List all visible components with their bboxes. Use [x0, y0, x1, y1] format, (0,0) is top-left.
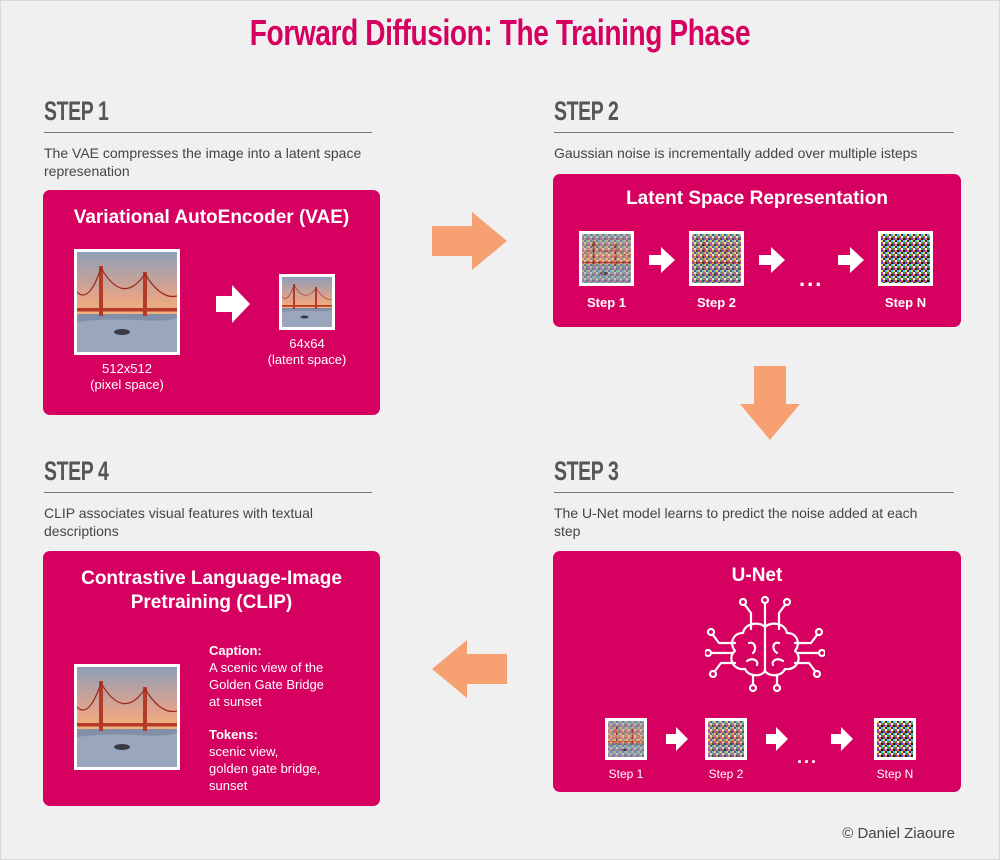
clip-card-title: Contrastive Language-Image Pretraining (… — [81, 568, 342, 613]
step3-rule — [554, 492, 954, 493]
right-arrow-icon — [432, 212, 507, 270]
step3-description: The U-Net model learns to predict the no… — [554, 505, 918, 539]
latent-space-label: 64x64 (latent space) — [259, 336, 355, 368]
pixel-space-caption: (pixel space) — [90, 377, 164, 392]
frame-label-step2: Step 2 — [696, 295, 736, 310]
frame-label-step1: Step 1 — [586, 295, 626, 310]
ellipsis: ... — [797, 747, 819, 767]
right-arrow-icon — [649, 247, 675, 273]
right-arrow-icon — [766, 727, 788, 751]
step4-heading: STEP 4 — [44, 456, 109, 486]
step1-rule — [44, 132, 372, 133]
latent-card: Latent Space Representation Step 1 Step … — [553, 174, 961, 327]
step1-description: The VAE compresses the image into a late… — [44, 145, 362, 179]
unet-frame-step1 — [605, 718, 647, 760]
latent-size-label: 64x64 — [289, 336, 325, 351]
brain-circuit-icon — [705, 595, 825, 693]
caption-line: at sunset — [209, 694, 262, 709]
down-arrow-icon — [740, 366, 800, 440]
token-line: golden gate bridge, — [209, 761, 321, 776]
unet-card-title: U-Net — [731, 565, 783, 586]
step3-heading: STEP 3 — [554, 456, 619, 486]
unet-label-step1: Step 1 — [608, 767, 644, 781]
latent-card-title: Latent Space Representation — [626, 188, 888, 209]
token-line: sunset — [209, 778, 248, 793]
tokens-heading: Tokens: — [209, 727, 258, 742]
pixel-space-label: 512x512 (pixel space) — [74, 361, 180, 393]
page-title: Forward Diffusion: The Training Phase — [249, 12, 751, 53]
step2-rule — [554, 132, 954, 133]
pixel-size-label: 512x512 — [102, 361, 152, 376]
noise-frame-step1 — [579, 231, 634, 286]
noise-frame-stepN — [878, 231, 933, 286]
right-arrow-icon — [831, 727, 853, 751]
step2-description: Gaussian noise is incrementally added ov… — [554, 145, 918, 161]
latent-space-image — [279, 274, 335, 330]
token-line: scenic view, — [209, 744, 279, 759]
latent-space-caption: (latent space) — [267, 352, 347, 367]
tokens-block: Tokens: scenic view, golden gate bridge,… — [209, 726, 369, 794]
step4-rule — [44, 492, 372, 493]
right-arrow-icon — [759, 247, 785, 273]
vae-card-title: Variational AutoEncoder (VAE) — [73, 207, 350, 228]
caption-line: Golden Gate Bridge — [209, 677, 324, 692]
copyright: © Daniel Ziaoure — [842, 825, 955, 842]
unet-label-stepN: Step N — [876, 767, 914, 781]
caption-line: A scenic view of the — [209, 660, 324, 675]
unet-card: U-Net Step 1 Step 2 — [553, 551, 961, 792]
clip-card: Contrastive Language-Image Pretraining (… — [43, 551, 380, 806]
right-arrow-icon — [666, 727, 688, 751]
caption-block: Caption: A scenic view of the Golden Gat… — [209, 642, 369, 710]
step4-description: CLIP associates visual features with tex… — [44, 505, 313, 539]
caption-heading: Caption: — [209, 643, 262, 658]
right-arrow-icon — [838, 247, 864, 273]
unet-frame-stepN — [874, 718, 916, 760]
pixel-space-image — [74, 249, 180, 355]
clip-image — [74, 664, 180, 770]
frame-label-stepN: Step N — [884, 295, 927, 310]
vae-card: Variational AutoEncoder (VAE) 512x512 (p… — [43, 190, 380, 415]
unet-label-step2: Step 2 — [708, 767, 744, 781]
step1-heading: STEP 1 — [44, 96, 109, 126]
ellipsis: ... — [799, 266, 824, 291]
unet-frame-step2 — [705, 718, 747, 760]
noise-frame-step2 — [689, 231, 744, 286]
left-arrow-icon — [432, 640, 507, 698]
right-arrow-icon — [216, 285, 250, 323]
step2-heading: STEP 2 — [554, 96, 619, 126]
